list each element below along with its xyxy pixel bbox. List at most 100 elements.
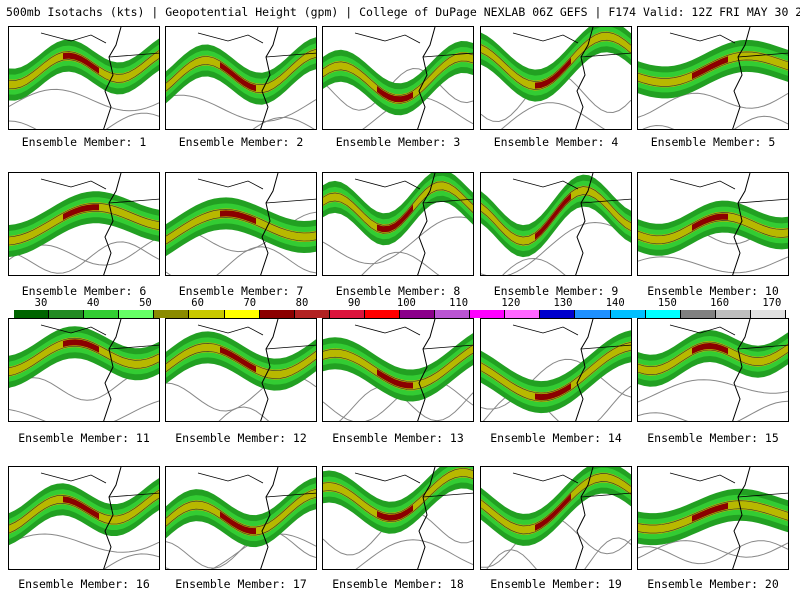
colorbar-tick-label: 80 [295,297,309,309]
coastline [417,27,436,129]
border-line [422,492,473,498]
ensemble-map-panel [480,26,632,130]
height-contour [502,257,566,275]
ensemble-member-label: Ensemble Member: 9 [493,284,619,298]
isotach-contour [481,473,631,527]
height-contour [361,251,440,275]
ensemble-map-panel [480,466,632,570]
isotach-band-50 [481,467,631,540]
isotach-contour [638,341,788,368]
ensemble-member-label: Ensemble Member: 4 [493,135,619,149]
colorbar-cell [224,310,260,318]
isotach-contour [481,186,631,238]
height-contour [166,246,316,275]
height-contour [355,539,473,569]
colorbar-cell [14,310,50,318]
border-line [422,198,473,204]
isotach-contour [323,352,473,390]
isotach-band-70 [481,31,631,91]
coastline [732,467,751,569]
height-contour [638,92,788,118]
height-contour [9,241,159,274]
isotach-map [9,319,159,421]
ensemble-map-panel [322,318,474,422]
isotach-contour [166,351,316,379]
isotach-contour [166,57,316,94]
isotach-band-80 [535,57,571,89]
coastline [40,324,107,336]
ensemble-member-label: Ensemble Member: 16 [18,577,150,591]
height-contour [638,379,788,403]
colorbar-cell [505,310,541,318]
coastline [732,319,751,421]
isotach-contour [323,181,473,226]
colorbar-cell [400,310,436,318]
coastline [354,472,421,484]
isotach-band-50 [166,483,316,542]
ensemble-member-label: Ensemble Member: 8 [335,284,461,298]
colorbar-tick-label: 140 [605,297,625,309]
isotach-contour [323,52,473,96]
isotach-contour [9,203,159,238]
isotach-contour [638,212,788,237]
colorbar-cell [610,310,646,318]
isotach-map [323,467,473,569]
isotach-map [323,319,473,421]
isotach-band-40 [9,326,159,388]
isotach-map [166,173,316,275]
coastline [669,324,736,336]
border-line [737,52,788,58]
isotach-contour [166,217,316,245]
isotach-band-70 [323,344,473,391]
ensemble-map-panel [8,172,160,276]
ensemble-member-label: Ensemble Member: 1 [21,135,147,149]
ensemble-map-panel [637,26,789,130]
isotach-band-70 [638,499,788,535]
border-line [580,344,631,350]
ensemble-map-panel [480,318,632,422]
isotach-contour [9,497,159,534]
ensemble-member-label: Ensemble Member: 15 [647,431,779,445]
colorbar-tick-label: 90 [347,297,361,309]
coastline [417,319,436,421]
height-contour [642,115,788,129]
coastline [260,319,279,421]
height-contour [486,537,631,569]
ensemble-map-panel [165,172,317,276]
isotach-contour [481,39,631,90]
border-line [422,52,473,58]
height-contour [9,88,159,112]
ensemble-map-panel [8,318,160,422]
coastline [197,32,264,44]
border-line [265,198,316,204]
isotach-map [481,173,631,275]
colorbar-cell [540,310,576,318]
ensemble-member-label: Ensemble Member: 10 [647,284,779,298]
isotach-map [166,27,316,129]
isotach-contour [9,337,159,369]
isotach-map [9,467,159,569]
ensemble-map-panel [322,26,474,130]
ensemble-map-panel [8,466,160,570]
colorbar-tick-label: 60 [191,297,204,309]
coastline [354,32,421,44]
coastline [732,27,751,129]
isotach-band-70 [166,488,316,537]
colorbar-tick-label: 110 [449,297,469,309]
isotach-map [638,467,788,569]
coastline [40,32,107,44]
height-contour [166,94,316,123]
isotach-band-80 [535,383,571,401]
ensemble-map-panel [8,26,160,130]
border-line [737,492,788,498]
height-contour [638,400,788,421]
height-contour [9,400,159,421]
ensemble-member-label: Ensemble Member: 5 [650,135,776,149]
isotach-contour [481,31,631,82]
coastline [260,173,279,275]
border-line [737,198,788,204]
ensemble-map-panel [637,318,789,422]
coastline [417,467,436,569]
ensemble-map-panel [322,466,474,570]
